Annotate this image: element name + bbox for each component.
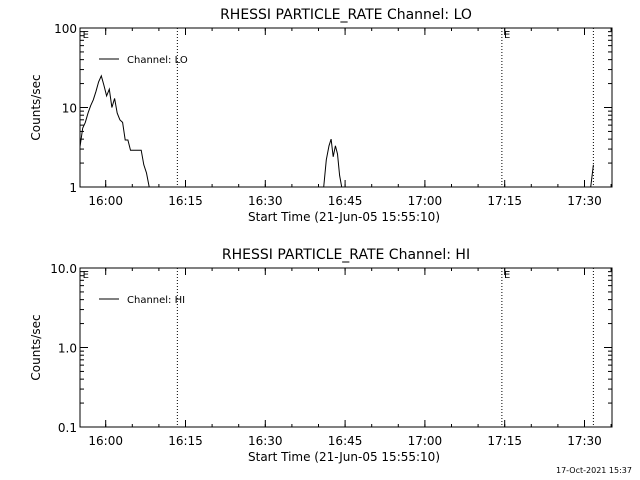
hi-x-tick-label: 16:15 [168,434,203,448]
lo-x-tick-label: 16:30 [248,194,283,208]
lo-y-axis-label: Counts/sec [29,74,43,140]
lo-x-tick-label: 17:30 [567,194,602,208]
lo-legend-label: Channel: LO [127,55,188,66]
footer-timestamp: 17-Oct-2021 15:37 [556,466,632,475]
lo-event-marker: E [504,30,510,41]
hi-x-tick-label: 16:45 [328,434,363,448]
hi-x-tick-label: 17:00 [408,434,443,448]
lo-y-tick-label: 1 [69,181,77,195]
hi-y-axis-label: Counts/sec [29,314,43,380]
lo-x-tick-label: 16:00 [88,194,123,208]
hi-plot-frame [79,267,613,428]
lo-x-tick-label: 17:15 [487,194,522,208]
lo-x-tick-label: 17:00 [408,194,443,208]
hi-y-tick-label: 10.0 [50,262,77,276]
lo-plot-frame [79,27,613,188]
lo-x-tick-label: 16:45 [328,194,363,208]
lo-y-tick-label: 100 [54,22,77,36]
lo-x-tick-label: 16:15 [168,194,203,208]
hi-x-tick-label: 16:00 [88,434,123,448]
lo-event-marker: E [83,30,89,41]
hi-y-tick-label: 1.0 [58,342,77,356]
hi-x-tick-label: 17:15 [487,434,522,448]
lo-x-axis-label: Start Time (21-Jun-05 15:55:10) [248,210,440,224]
hi-y-tick-label: 0.1 [58,421,77,435]
hi-x-tick-label: 17:30 [567,434,602,448]
hi-legend-label: Channel: HI [127,295,185,306]
hi-event-marker: E [83,270,89,281]
hi-x-axis-label: Start Time (21-Jun-05 15:55:10) [248,450,440,464]
hi-event-marker: E [504,270,510,281]
hi-chart-title: RHESSI PARTICLE_RATE Channel: HI [222,247,470,263]
lo-y-tick-label: 10 [62,102,77,116]
hi-x-tick-label: 16:30 [248,434,283,448]
lo-chart-title: RHESSI PARTICLE_RATE Channel: LO [220,7,472,23]
lo-series-line [79,74,594,188]
